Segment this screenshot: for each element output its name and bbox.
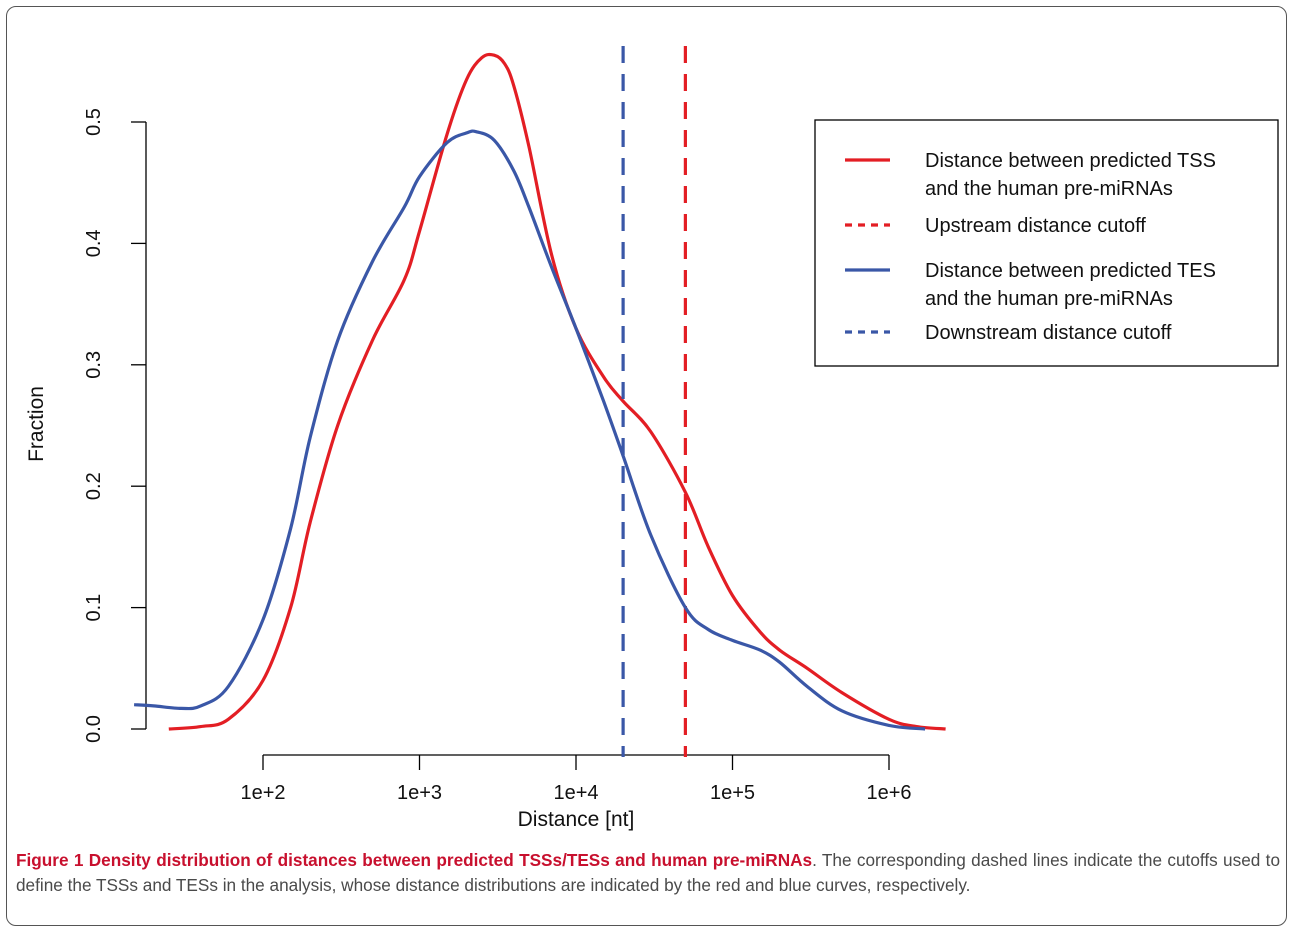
legend-box bbox=[814, 119, 1279, 367]
legend-label-0: and the human pre-miRNAs bbox=[925, 178, 1173, 200]
y-tick-label: 0.1 bbox=[83, 594, 105, 622]
legend-label-1: Upstream distance cutoff bbox=[925, 215, 1146, 237]
density-curve-0 bbox=[168, 52, 946, 731]
caption-label: Figure 1 Density distribution of distanc… bbox=[16, 850, 813, 870]
density-curve-2 bbox=[134, 129, 926, 731]
chart-axes: 1e+2 1e+3 1e+4 1e+5 1e+6 0.0 0.1 0.2 0.3 0.4 0.5 bbox=[83, 108, 912, 804]
x-axis-title: Distance [nt] bbox=[518, 808, 635, 831]
y-tick-label: 0.2 bbox=[83, 472, 105, 500]
x-tick-label: 1e+6 bbox=[866, 782, 911, 804]
x-tick-label: 1e+2 bbox=[240, 782, 285, 804]
y-tick-label: 0.4 bbox=[83, 229, 105, 257]
y-tick-label: 0.5 bbox=[83, 108, 105, 136]
x-tick-label: 1e+5 bbox=[710, 782, 755, 804]
y-axis-title: Fraction bbox=[25, 386, 48, 462]
legend-label-2: Distance between predicted TES bbox=[925, 260, 1216, 282]
chart-legend: Distance between predicted TSS and the hu… bbox=[814, 119, 1279, 367]
y-tick-label: 0.3 bbox=[83, 351, 105, 379]
caption-text: . The corresponding dashed lines indicat… bbox=[16, 850, 1281, 895]
x-tick-label: 1e+3 bbox=[397, 782, 442, 804]
legend-label-0: Distance between predicted TSS bbox=[925, 150, 1216, 172]
legend-label-2: and the human pre-miRNAs bbox=[925, 288, 1173, 310]
chart-series bbox=[134, 46, 946, 757]
legend-label-3: Downstream distance cutoff bbox=[925, 322, 1172, 344]
x-tick-label: 1e+4 bbox=[553, 782, 598, 804]
figure-caption: Figure 1 Density distribution of distanc… bbox=[16, 848, 1280, 898]
y-tick-label: 0.0 bbox=[83, 715, 105, 743]
